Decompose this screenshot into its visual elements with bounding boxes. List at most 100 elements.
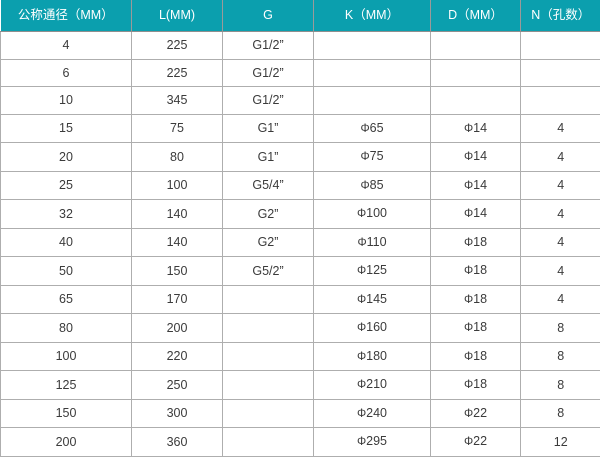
cell-d xyxy=(431,59,521,87)
cell-l: 140 xyxy=(132,228,223,257)
phi-symbol: Φ xyxy=(464,436,473,448)
cell-g xyxy=(223,399,314,428)
cell-dn: 40 xyxy=(1,228,132,257)
cell-dn: 150 xyxy=(1,399,132,428)
cell-g: G1/2” xyxy=(223,87,314,115)
cell-d: Φ18 xyxy=(431,314,521,343)
phi-symbol: Φ xyxy=(464,294,473,306)
cell-n: 4 xyxy=(521,257,600,286)
cell-d: Φ22 xyxy=(431,399,521,428)
column-header-d: D（MM） xyxy=(431,0,521,32)
cell-l: 140 xyxy=(132,200,223,229)
cell-d: Φ14 xyxy=(431,200,521,229)
cell-dn: 65 xyxy=(1,285,132,314)
phi-symbol: Φ xyxy=(357,265,366,277)
cell-g: G1” xyxy=(223,143,314,172)
cell-k: Φ145 xyxy=(314,285,431,314)
cell-d: Φ18 xyxy=(431,285,521,314)
cell-g: G1/2” xyxy=(223,59,314,87)
cell-l: 170 xyxy=(132,285,223,314)
cell-n: 8 xyxy=(521,371,600,400)
cell-k xyxy=(314,87,431,115)
cell-k xyxy=(314,59,431,87)
cell-g xyxy=(223,342,314,371)
phi-symbol: Φ xyxy=(357,408,366,420)
cell-l: 345 xyxy=(132,87,223,115)
header-row: 公称通径（MM） L(MM) G K（MM） D（MM） N（孔数） xyxy=(1,0,600,32)
phi-symbol: Φ xyxy=(464,180,473,192)
cell-k: Φ65 xyxy=(314,114,431,143)
phi-symbol: Φ xyxy=(464,208,473,220)
cell-g: G2” xyxy=(223,228,314,257)
cell-d: Φ18 xyxy=(431,228,521,257)
cell-dn: 20 xyxy=(1,143,132,172)
cell-dn: 25 xyxy=(1,171,132,200)
cell-dn: 80 xyxy=(1,314,132,343)
phi-symbol: Φ xyxy=(464,408,473,420)
cell-n xyxy=(521,59,600,87)
cell-n: 12 xyxy=(521,428,600,457)
cell-k: Φ75 xyxy=(314,143,431,172)
cell-d: Φ18 xyxy=(431,342,521,371)
cell-l: 200 xyxy=(132,314,223,343)
cell-n: 4 xyxy=(521,114,600,143)
cell-g xyxy=(223,314,314,343)
phi-symbol: Φ xyxy=(357,294,366,306)
cell-g: G1/2” xyxy=(223,32,314,60)
phi-symbol: Φ xyxy=(464,351,473,363)
column-header-hole-count: N（孔数） xyxy=(521,0,600,32)
cell-dn: 100 xyxy=(1,342,132,371)
cell-dn: 200 xyxy=(1,428,132,457)
table-header: 公称通径（MM） L(MM) G K（MM） D（MM） N（孔数） xyxy=(1,0,600,32)
cell-d xyxy=(431,87,521,115)
cell-k: Φ240 xyxy=(314,399,431,428)
cell-k xyxy=(314,32,431,60)
phi-symbol: Φ xyxy=(464,379,473,391)
cell-g: G5/4” xyxy=(223,171,314,200)
cell-d: Φ14 xyxy=(431,114,521,143)
cell-dn: 32 xyxy=(1,200,132,229)
cell-dn: 6 xyxy=(1,59,132,87)
phi-symbol: Φ xyxy=(360,151,369,163)
cell-n: 4 xyxy=(521,228,600,257)
column-header-k: K（MM） xyxy=(314,0,431,32)
phi-symbol: Φ xyxy=(464,151,473,163)
cell-k: Φ85 xyxy=(314,171,431,200)
cell-n xyxy=(521,32,600,60)
cell-l: 75 xyxy=(132,114,223,143)
cell-g: G5/2” xyxy=(223,257,314,286)
phi-symbol: Φ xyxy=(464,322,473,334)
cell-g xyxy=(223,285,314,314)
phi-symbol: Φ xyxy=(357,237,366,249)
cell-l: 80 xyxy=(132,143,223,172)
cell-l: 150 xyxy=(132,257,223,286)
cell-d: Φ18 xyxy=(431,371,521,400)
cell-n: 8 xyxy=(521,342,600,371)
phi-symbol: Φ xyxy=(357,436,366,448)
cell-d: Φ18 xyxy=(431,257,521,286)
phi-symbol: Φ xyxy=(357,208,366,220)
cell-l: 220 xyxy=(132,342,223,371)
cell-l: 225 xyxy=(132,32,223,60)
cell-dn: 125 xyxy=(1,371,132,400)
cell-l: 250 xyxy=(132,371,223,400)
cell-l: 225 xyxy=(132,59,223,87)
cell-n: 8 xyxy=(521,314,600,343)
cell-d: Φ14 xyxy=(431,171,521,200)
cell-d xyxy=(431,32,521,60)
cell-dn: 50 xyxy=(1,257,132,286)
cell-n: 8 xyxy=(521,399,600,428)
cell-l: 100 xyxy=(132,171,223,200)
